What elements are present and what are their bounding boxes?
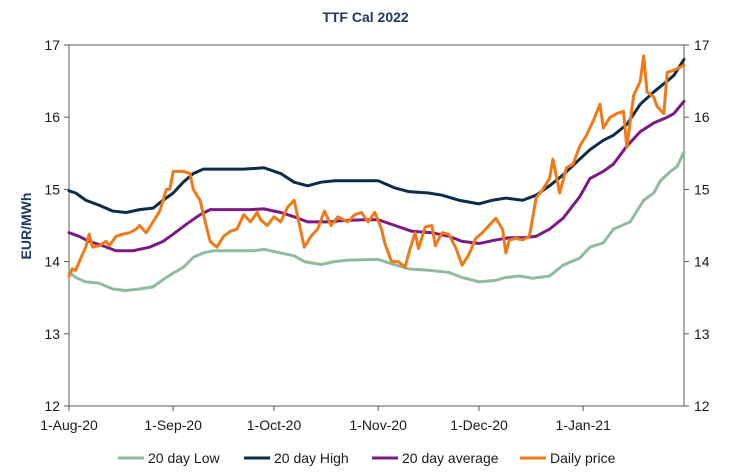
chart-title: TTF Cal 2022 xyxy=(322,9,409,25)
legend-label-20-day-average: 20 day average xyxy=(402,450,499,466)
y-tick-label-left: 17 xyxy=(44,37,60,53)
legend-label-daily-price: Daily price xyxy=(550,450,616,466)
plot-frame xyxy=(68,44,685,407)
y-axis-label: EUR/MWh xyxy=(18,193,34,260)
x-tick-label: 1-Oct-20 xyxy=(247,417,302,433)
y-tick-label-right: 17 xyxy=(694,37,710,53)
y-tick-label-left: 14 xyxy=(44,254,60,270)
y-tick-label-left: 12 xyxy=(44,398,60,414)
y-axis-left: 12 13 14 15 16 17 xyxy=(44,37,69,414)
legend-label-20-day-high: 20 day High xyxy=(274,450,349,466)
y-tick-label-left: 16 xyxy=(44,109,60,125)
y-tick-label-right: 14 xyxy=(694,254,710,270)
x-tick-label: 1-Nov-20 xyxy=(349,417,407,433)
legend-label-20-day-low: 20 day Low xyxy=(148,450,220,466)
series-line-20-day-high xyxy=(67,57,686,214)
x-tick-label: 1-Dec-20 xyxy=(450,417,508,433)
x-axis: 1-Aug-20 1-Sep-20 1-Oct-20 1-Nov-20 1-Dec-20… xyxy=(40,406,611,433)
y-tick-label-right: 12 xyxy=(694,398,710,414)
x-tick-label: 1-Aug-20 xyxy=(40,417,98,433)
x-tick-label: 1-Jan-21 xyxy=(556,417,611,433)
y-tick-label-right: 13 xyxy=(694,326,710,342)
series-layer xyxy=(67,54,686,292)
y-tick-label-left: 15 xyxy=(44,181,60,197)
y-tick-label-right: 16 xyxy=(694,109,710,125)
legend: 20 day Low 20 day High 20 day average Daily… xyxy=(118,450,616,466)
series-line-20-day-average xyxy=(67,99,686,253)
series-line-20-day-low xyxy=(67,150,686,292)
y-tick-label-left: 13 xyxy=(44,326,60,342)
y-tick-label-right: 15 xyxy=(694,181,710,197)
y-axis-right: 12 13 14 15 16 17 xyxy=(684,37,710,414)
series-line-daily-price xyxy=(67,54,686,278)
x-tick-label: 1-Sep-20 xyxy=(144,417,202,433)
